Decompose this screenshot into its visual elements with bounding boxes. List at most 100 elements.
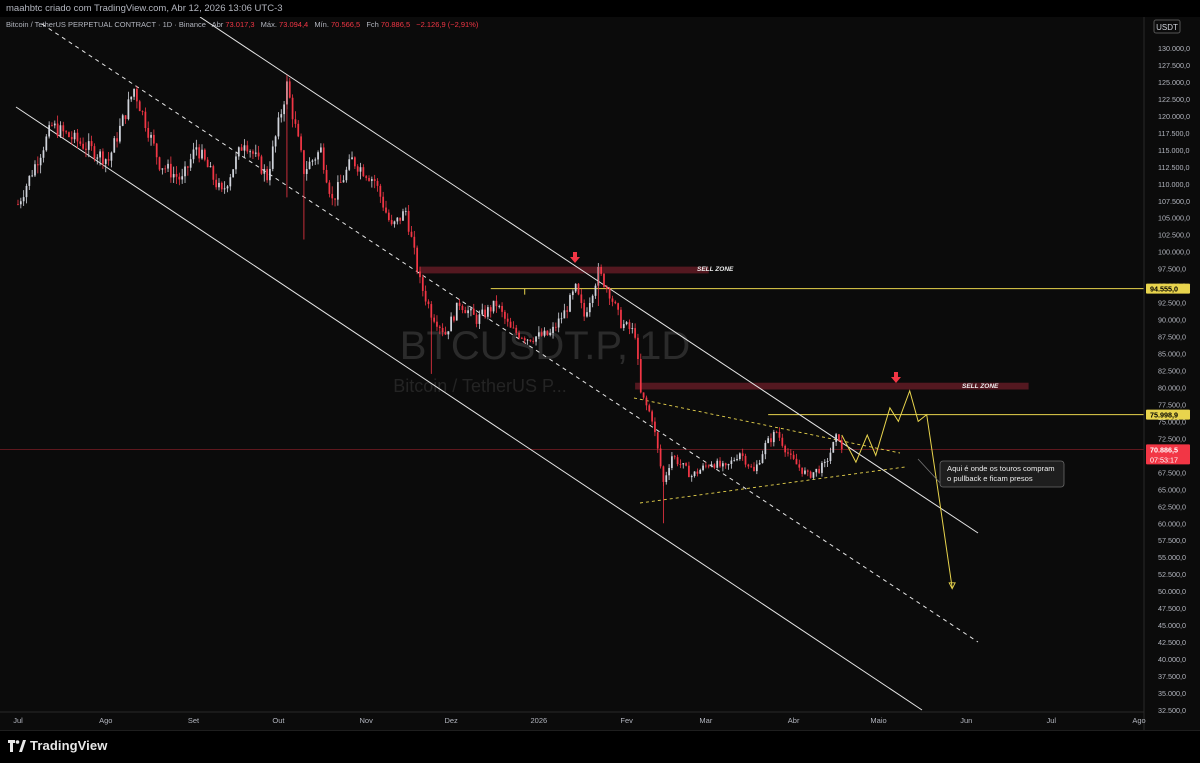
triangle-lower bbox=[639, 466, 906, 504]
candle-body bbox=[229, 177, 232, 187]
candle-body bbox=[719, 460, 721, 467]
candle-body bbox=[764, 442, 767, 455]
candle-body bbox=[334, 198, 336, 200]
candle-body bbox=[495, 300, 498, 307]
price-tick: 117.500,0 bbox=[1158, 129, 1189, 138]
candle-body bbox=[424, 290, 427, 302]
candle-body bbox=[450, 316, 452, 332]
candle-body bbox=[436, 321, 438, 327]
candle-body bbox=[294, 119, 297, 124]
currency-box[interactable] bbox=[1153, 19, 1181, 34]
candle-body bbox=[716, 460, 719, 468]
candle-body bbox=[110, 152, 113, 161]
candle-body bbox=[104, 159, 107, 164]
candle-body bbox=[744, 455, 747, 465]
candle-body bbox=[138, 101, 141, 112]
candle-body bbox=[22, 197, 25, 202]
candle-body bbox=[322, 147, 325, 170]
candle-body bbox=[557, 318, 560, 328]
candle-body bbox=[150, 134, 152, 138]
candle-body bbox=[506, 318, 509, 322]
time-tick: Abr bbox=[788, 716, 800, 725]
candle-body bbox=[379, 185, 382, 197]
candle-body bbox=[767, 438, 770, 443]
candle-body bbox=[121, 115, 124, 126]
candle-body bbox=[787, 452, 789, 454]
candle-body bbox=[59, 125, 62, 136]
candle-body bbox=[419, 271, 421, 278]
candle-body bbox=[158, 157, 161, 170]
candle-body bbox=[172, 174, 175, 178]
time-tick: 2026 bbox=[531, 716, 548, 725]
candle-body bbox=[237, 147, 240, 157]
candle-body bbox=[402, 211, 404, 221]
candle-body bbox=[537, 332, 540, 337]
arrow-down-icon bbox=[570, 252, 580, 263]
candle-body bbox=[727, 463, 730, 466]
candle-body bbox=[181, 176, 184, 180]
candle-body bbox=[297, 123, 300, 137]
candle-body bbox=[705, 465, 707, 467]
price-tick: 85.000,0 bbox=[1158, 350, 1186, 359]
candle-body bbox=[249, 151, 252, 153]
candle-body bbox=[812, 472, 815, 478]
candle-body bbox=[198, 147, 201, 159]
candle-body bbox=[521, 337, 523, 339]
candle-body bbox=[668, 468, 670, 476]
chart-area[interactable]: BTCUSDT.P, 1D Bitcoin / TetherUS P... Bi… bbox=[0, 17, 1200, 730]
candle-body bbox=[175, 174, 178, 177]
candle-body bbox=[348, 159, 351, 170]
candle-body bbox=[393, 221, 396, 225]
price-tick: 87.500,0 bbox=[1158, 333, 1186, 342]
candle-body bbox=[345, 169, 348, 181]
candle-body bbox=[809, 471, 812, 478]
legend-open-value: 73.017,3 bbox=[225, 20, 254, 29]
candle-body bbox=[342, 180, 345, 183]
candle-body bbox=[93, 146, 96, 159]
candle-body bbox=[328, 182, 331, 194]
candle-body bbox=[515, 327, 518, 333]
candle-body bbox=[209, 166, 212, 168]
currency-label: USDT bbox=[1156, 23, 1178, 32]
candle-body bbox=[85, 148, 87, 150]
candle-body bbox=[693, 471, 696, 476]
candle-body bbox=[444, 332, 447, 335]
candle-body bbox=[671, 456, 673, 469]
candle-body bbox=[458, 302, 461, 306]
candle-body bbox=[203, 149, 206, 160]
candle-body bbox=[792, 454, 795, 459]
candle-body bbox=[141, 111, 144, 112]
candle-body bbox=[192, 149, 195, 160]
tradingview-logo[interactable]: TradingView bbox=[8, 738, 107, 753]
candle-body bbox=[645, 397, 648, 406]
candle-body bbox=[554, 326, 557, 328]
candle-body bbox=[226, 186, 229, 189]
candle-body bbox=[487, 307, 489, 317]
candle-body bbox=[421, 277, 424, 291]
candle-body bbox=[781, 437, 784, 446]
candle-body bbox=[124, 115, 127, 120]
candle-body bbox=[738, 453, 741, 460]
level-badge-2: 75.998,9 bbox=[1150, 411, 1178, 420]
candle-body bbox=[305, 169, 308, 174]
candle-body bbox=[549, 332, 552, 336]
candle-body bbox=[455, 302, 458, 321]
price-tick: 127.500,0 bbox=[1158, 61, 1190, 70]
candle-body bbox=[492, 300, 495, 312]
candle-body bbox=[702, 465, 704, 471]
candle-body bbox=[586, 312, 588, 317]
price-tick: 55.000,0 bbox=[1158, 553, 1186, 562]
candle-body bbox=[594, 285, 597, 296]
candle-body bbox=[574, 283, 577, 292]
chart-svg[interactable]: BTCUSDT.P, 1D Bitcoin / TetherUS P... Bi… bbox=[0, 17, 1200, 730]
candle-body bbox=[263, 169, 266, 174]
candle-body bbox=[467, 310, 469, 314]
candle-body bbox=[608, 288, 611, 299]
top-bar: maahbtc criado com TradingView.com, Abr … bbox=[0, 0, 1200, 17]
time-tick: Set bbox=[188, 716, 200, 725]
legend-low-label: Mín. bbox=[314, 20, 329, 29]
byline: maahbtc criado com TradingView.com, Abr … bbox=[6, 3, 283, 14]
candle-body bbox=[169, 163, 172, 178]
candle-body bbox=[540, 332, 543, 336]
candle-body bbox=[164, 168, 167, 170]
